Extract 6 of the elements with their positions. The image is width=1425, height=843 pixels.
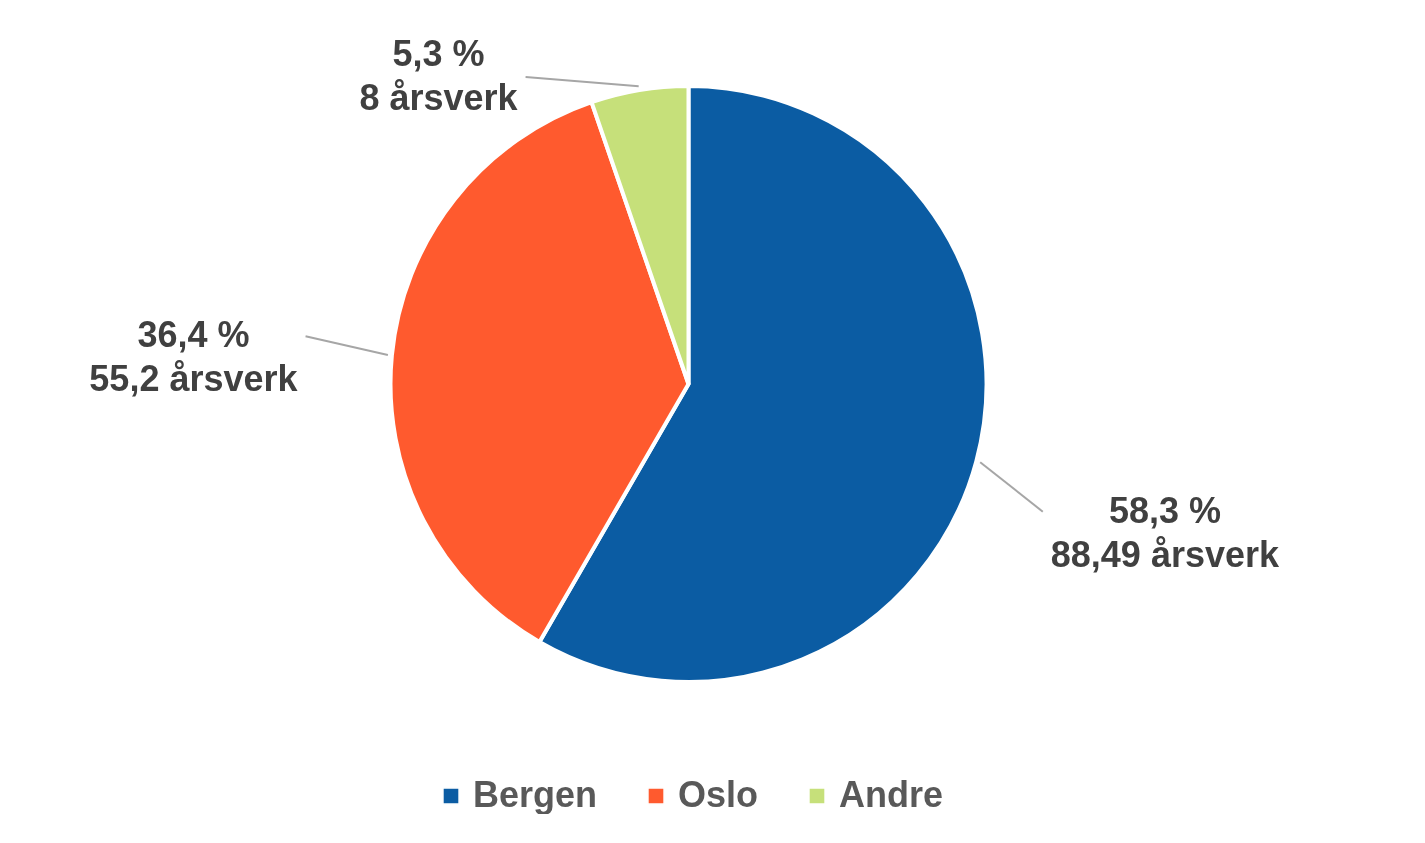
data-label: 36,4 % 55,2 årsverk [89,314,299,400]
legend-label: Bergen [473,774,598,815]
legend-label: Oslo [678,774,759,815]
data-label: 58,3 % 88,49 årsverk [1050,489,1280,575]
legend-label: Andre [839,774,944,815]
data-label: 5,3 % 8 årsverk [359,33,519,118]
